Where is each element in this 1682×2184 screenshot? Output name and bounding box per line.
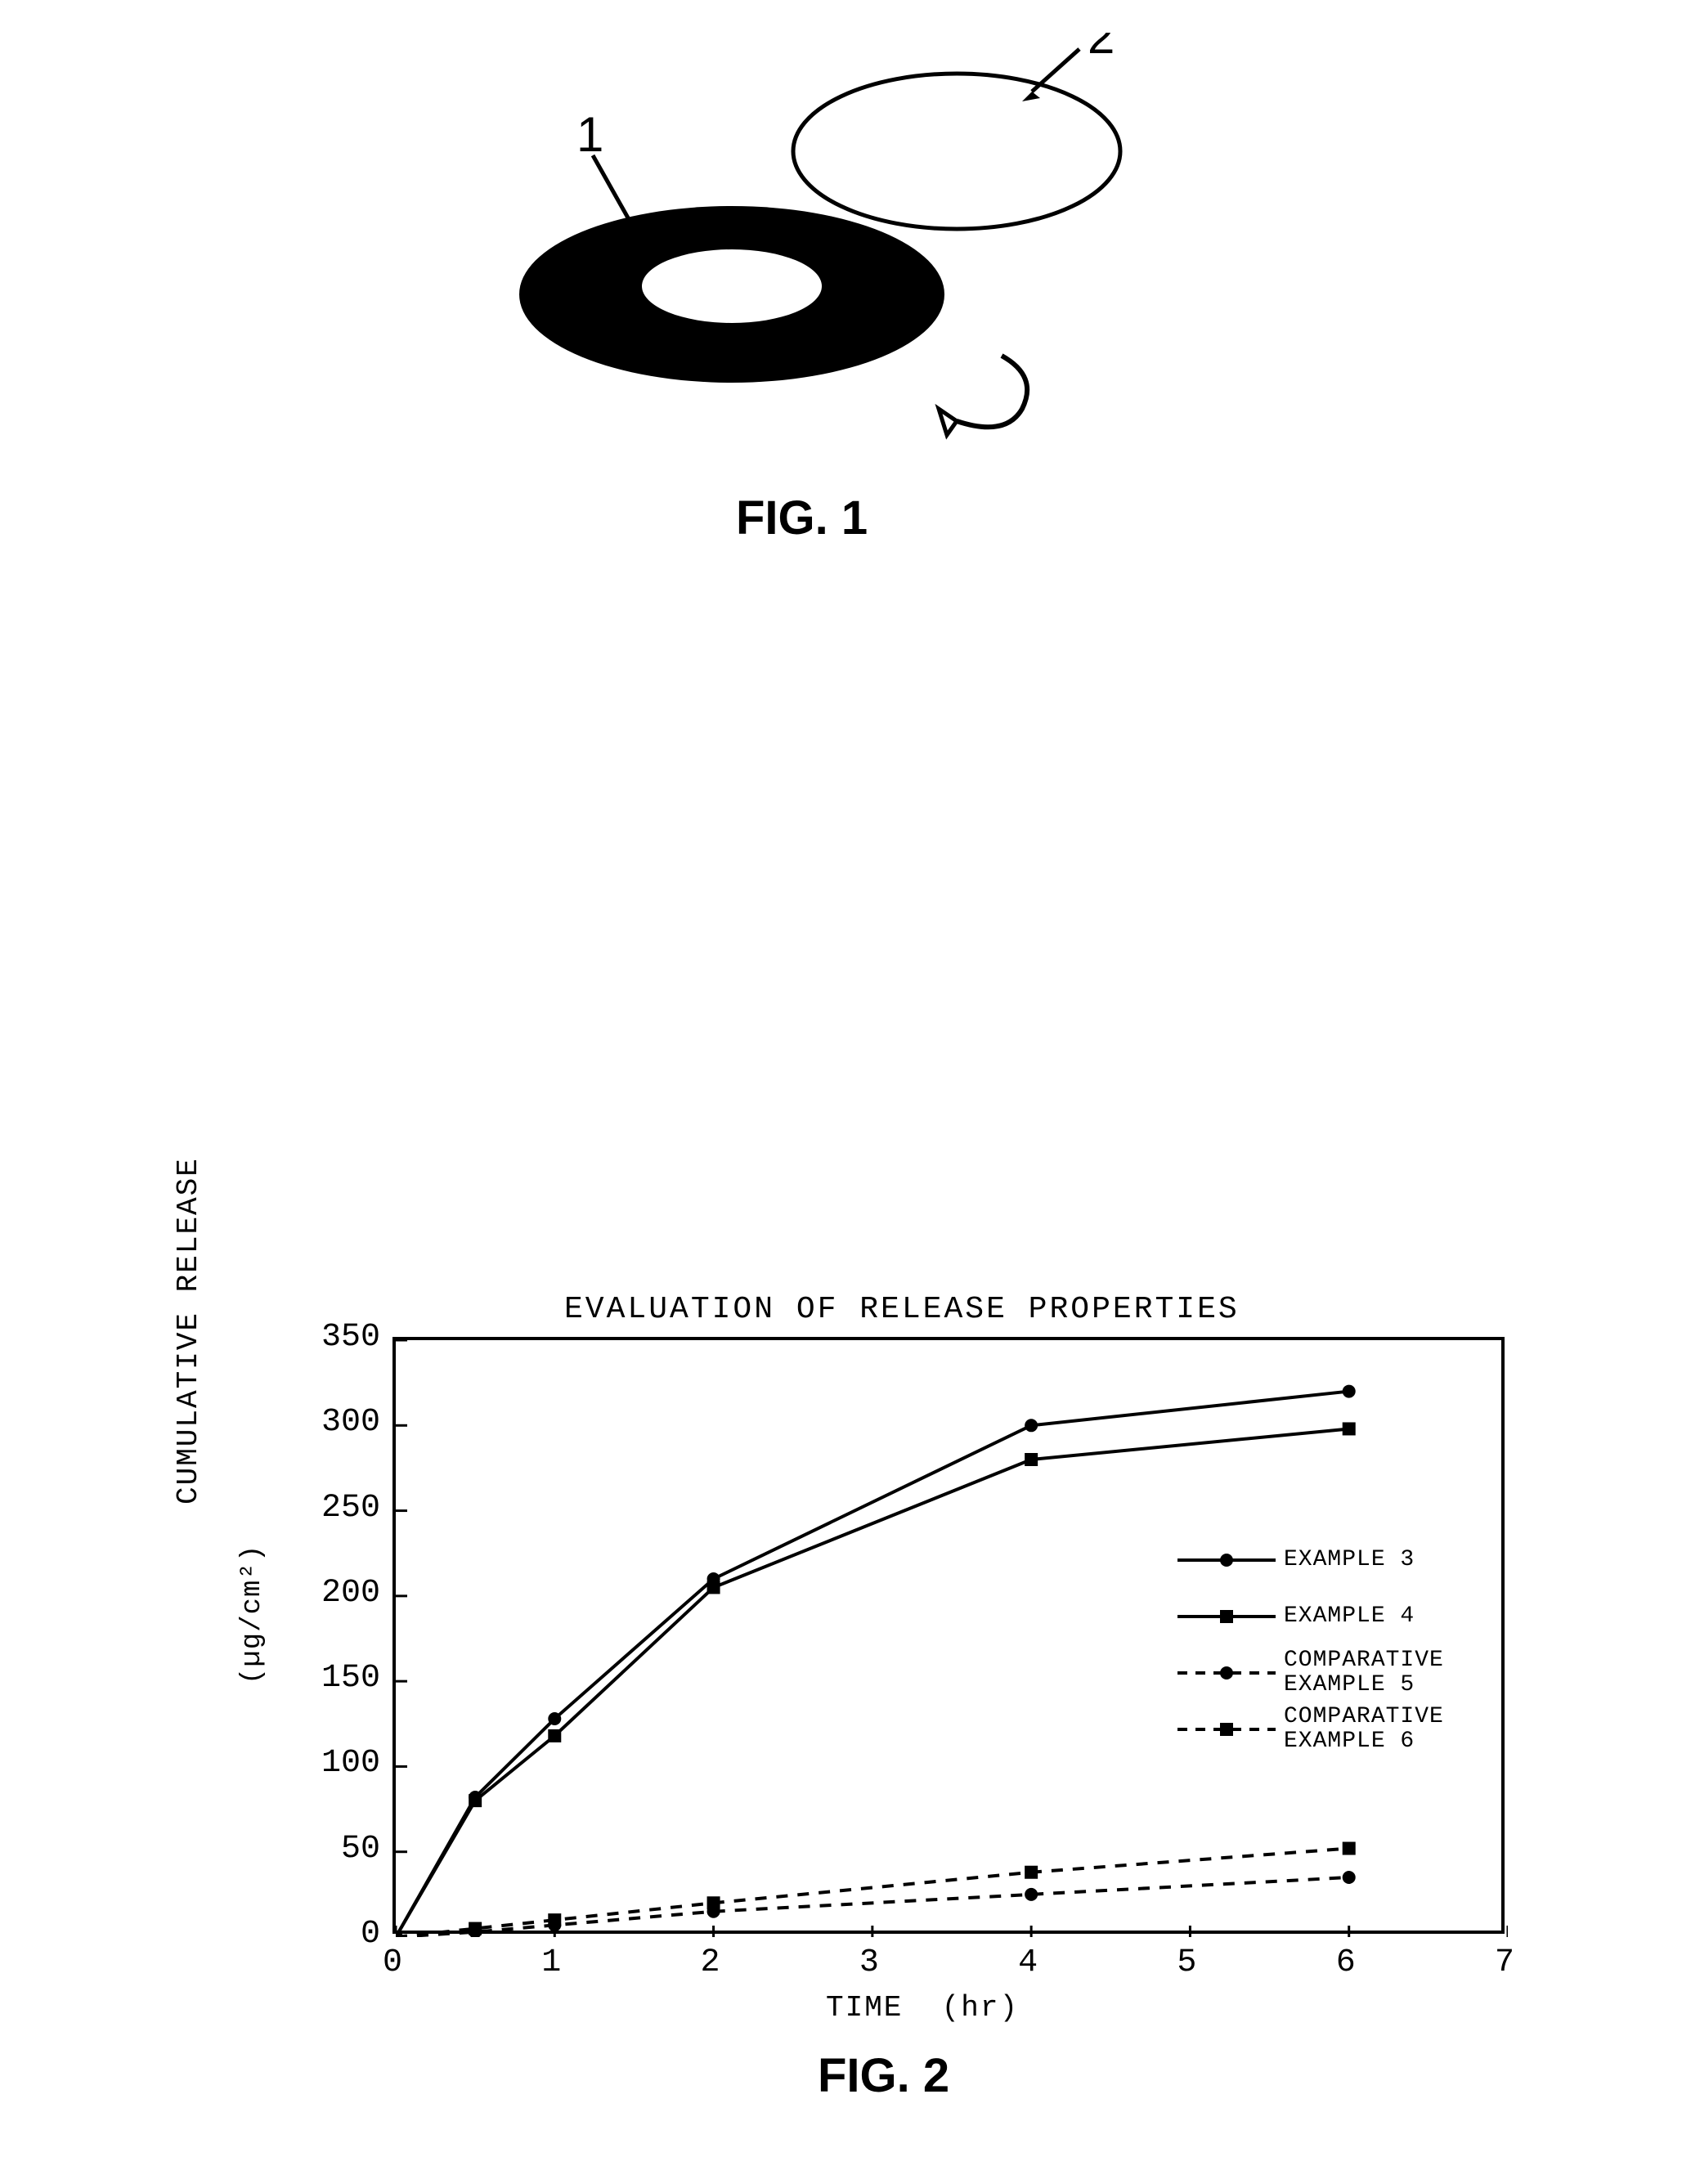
legend-item: COMPARATIVEEXAMPLE 6 — [1177, 1706, 1444, 1751]
figure-1-caption: FIG. 1 — [736, 491, 868, 545]
legend-item: EXAMPLE 3 — [1177, 1537, 1444, 1582]
legend-item: COMPARATIVEEXAMPLE 5 — [1177, 1650, 1444, 1695]
y-tick: 150 — [315, 1660, 380, 1697]
legend-label: COMPARATIVEEXAMPLE 5 — [1284, 1648, 1444, 1697]
figure-2: EVALUATION OF RELEASE PROPERTIES CUMULAT… — [180, 1292, 1570, 2134]
x-tick: 1 — [527, 1944, 576, 1981]
y-tick: 250 — [315, 1490, 380, 1527]
figure-1: 2 1 — [450, 33, 1186, 564]
x-tick: 4 — [1003, 1944, 1052, 1981]
legend: EXAMPLE 3 EXAMPLE 4 COMPARATIVEEXAMPLE 5 CO… — [1177, 1537, 1444, 1763]
chart-title: EVALUATION OF RELEASE PROPERTIES — [564, 1292, 1240, 1327]
x-tick: 2 — [686, 1944, 735, 1981]
x-tick: 5 — [1162, 1944, 1211, 1981]
page: 2 1 FIG. 1 EVALUATION OF RELEASE PROPERT… — [0, 0, 1682, 2184]
y-axis-label: CUMULATIVE RELEASE — [172, 1157, 205, 1505]
x-axis-label: TIME (hr) — [826, 1991, 1019, 2025]
y-tick: 300 — [315, 1404, 380, 1441]
x-tick: 3 — [845, 1944, 894, 1981]
callout-2: 2 — [1088, 33, 1115, 64]
y-tick: 100 — [315, 1745, 380, 1782]
y-axis-units: (µg/cm²) — [237, 1545, 268, 1684]
x-tick: 7 — [1480, 1944, 1529, 1981]
legend-label: EXAMPLE 3 — [1284, 1548, 1415, 1572]
legend-label: EXAMPLE 4 — [1284, 1604, 1415, 1628]
legend-label: COMPARATIVEEXAMPLE 6 — [1284, 1705, 1444, 1753]
y-tick: 350 — [315, 1319, 380, 1356]
y-tick: 200 — [315, 1575, 380, 1612]
y-tick: 50 — [315, 1831, 380, 1868]
figure-1-drawing: 2 1 — [450, 33, 1186, 507]
x-tick: 6 — [1321, 1944, 1370, 1981]
x-tick: 0 — [368, 1944, 417, 1981]
callout-1: 1 — [576, 107, 603, 162]
figure-2-caption: FIG. 2 — [818, 2048, 949, 2103]
legend-item: EXAMPLE 4 — [1177, 1594, 1444, 1639]
